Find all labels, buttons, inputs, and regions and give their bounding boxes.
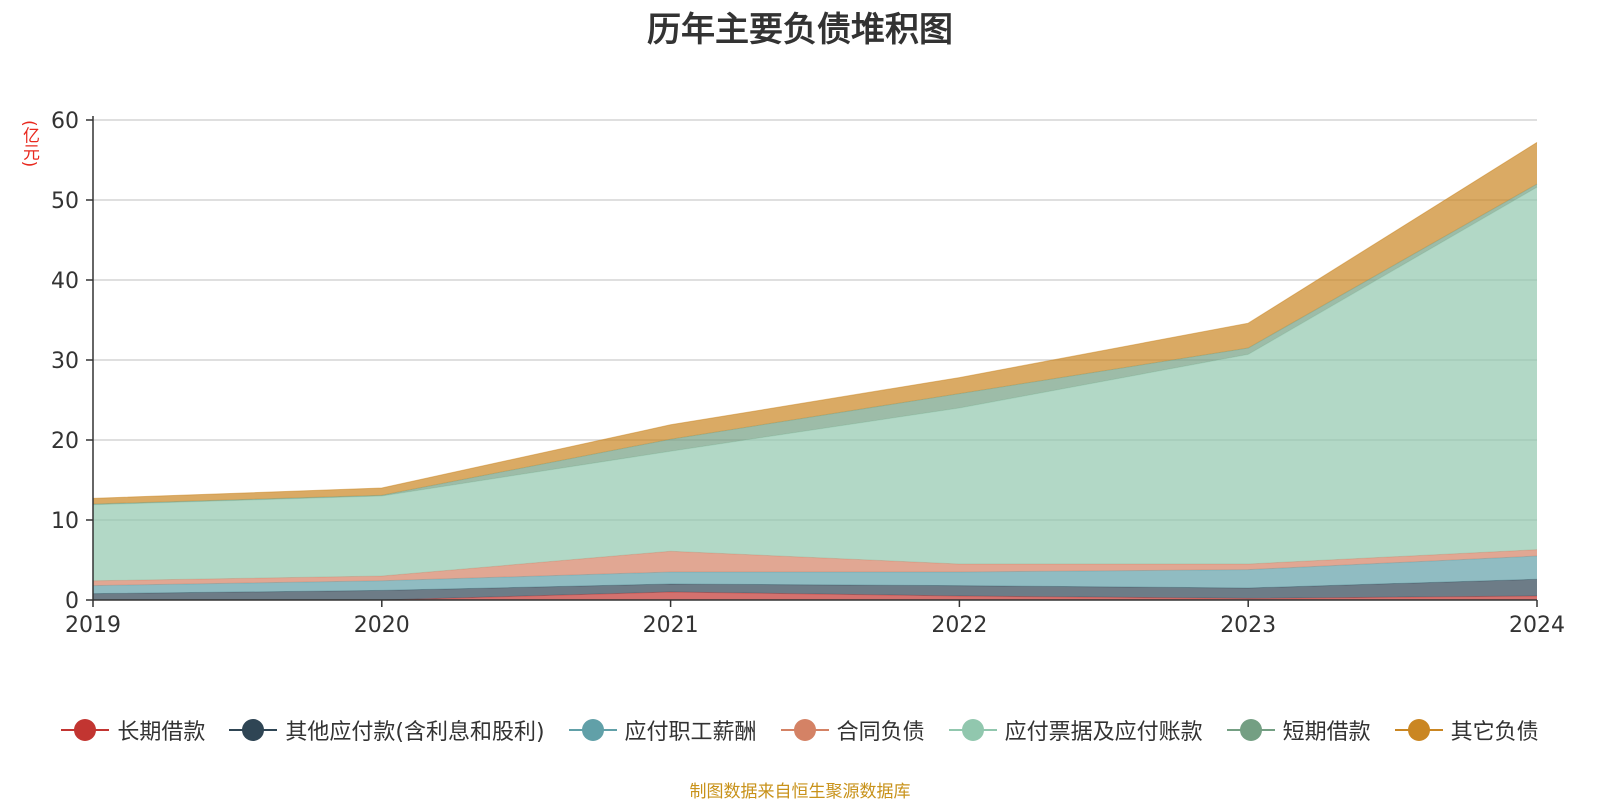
legend-marker-icon bbox=[948, 718, 997, 742]
y-tick-label: 40 bbox=[51, 269, 79, 294]
x-tick-label: 2020 bbox=[354, 613, 410, 638]
x-tick-label: 2024 bbox=[1509, 613, 1565, 638]
legend-label: 合同负债 bbox=[836, 720, 925, 745]
y-axis-unit-label: (亿元) bbox=[19, 120, 39, 168]
legend-item[interactable]: 长期借款 bbox=[61, 714, 205, 746]
legend-marker-icon bbox=[1394, 718, 1443, 742]
y-tick-label: 10 bbox=[51, 509, 79, 534]
legend-label: 短期借款 bbox=[1282, 720, 1371, 745]
area-series-2 bbox=[93, 556, 1537, 594]
legend-label: 长期借款 bbox=[117, 720, 206, 745]
x-tick-label: 2023 bbox=[1220, 613, 1276, 638]
legend-marker-icon bbox=[61, 718, 110, 742]
y-tick-label: 0 bbox=[65, 589, 79, 614]
legend-label: 其他应付款(含利息和股利) bbox=[285, 720, 545, 745]
area-series-4 bbox=[93, 187, 1537, 581]
legend-label: 应付票据及应付账款 bbox=[1004, 720, 1203, 745]
y-tick-label: 20 bbox=[51, 429, 79, 454]
legend-item[interactable]: 合同负债 bbox=[780, 714, 925, 746]
x-tick-label: 2022 bbox=[931, 613, 987, 638]
legend-item[interactable]: 其他应付款(含利息和股利) bbox=[229, 714, 545, 746]
legend-item[interactable]: 应付票据及应付账款 bbox=[948, 714, 1203, 746]
x-tick-label: 2019 bbox=[65, 613, 121, 638]
area-series-3 bbox=[93, 549, 1537, 586]
y-tick-label: 30 bbox=[51, 349, 79, 374]
chart-title: 历年主要负债堆积图 bbox=[647, 10, 953, 50]
legend-marker-icon bbox=[1226, 718, 1275, 742]
source-note: 制图数据来自恒生聚源数据库 bbox=[689, 782, 911, 802]
y-tick-label: 60 bbox=[51, 109, 79, 134]
stacked-area-chart: 0 10 20 30 40 50 60 2019 2020 2021 2022 2023 2024 bbox=[51, 109, 1565, 638]
legend-label: 应付职工薪酬 bbox=[624, 720, 757, 745]
area-edge-series-6 bbox=[92, 141, 1538, 499]
area-series-1 bbox=[93, 579, 1537, 600]
legend-marker-icon bbox=[568, 718, 617, 742]
legend-item[interactable]: 短期借款 bbox=[1226, 714, 1371, 746]
legend-marker-icon bbox=[780, 718, 829, 742]
legend-item[interactable]: 应付职工薪酬 bbox=[568, 714, 757, 746]
legend-item[interactable]: 其它负债 bbox=[1394, 714, 1539, 746]
x-tick-label: 2021 bbox=[643, 613, 699, 638]
y-tick-label: 50 bbox=[51, 189, 79, 214]
legend-label: 其它负债 bbox=[1450, 720, 1539, 745]
chart-legend: 长期借款 其他应付款(含利息和股利) 应付职工薪酬 合同负债 应付票据及应付账款 短期借款… bbox=[0, 712, 1600, 748]
legend-marker-icon bbox=[229, 718, 278, 742]
